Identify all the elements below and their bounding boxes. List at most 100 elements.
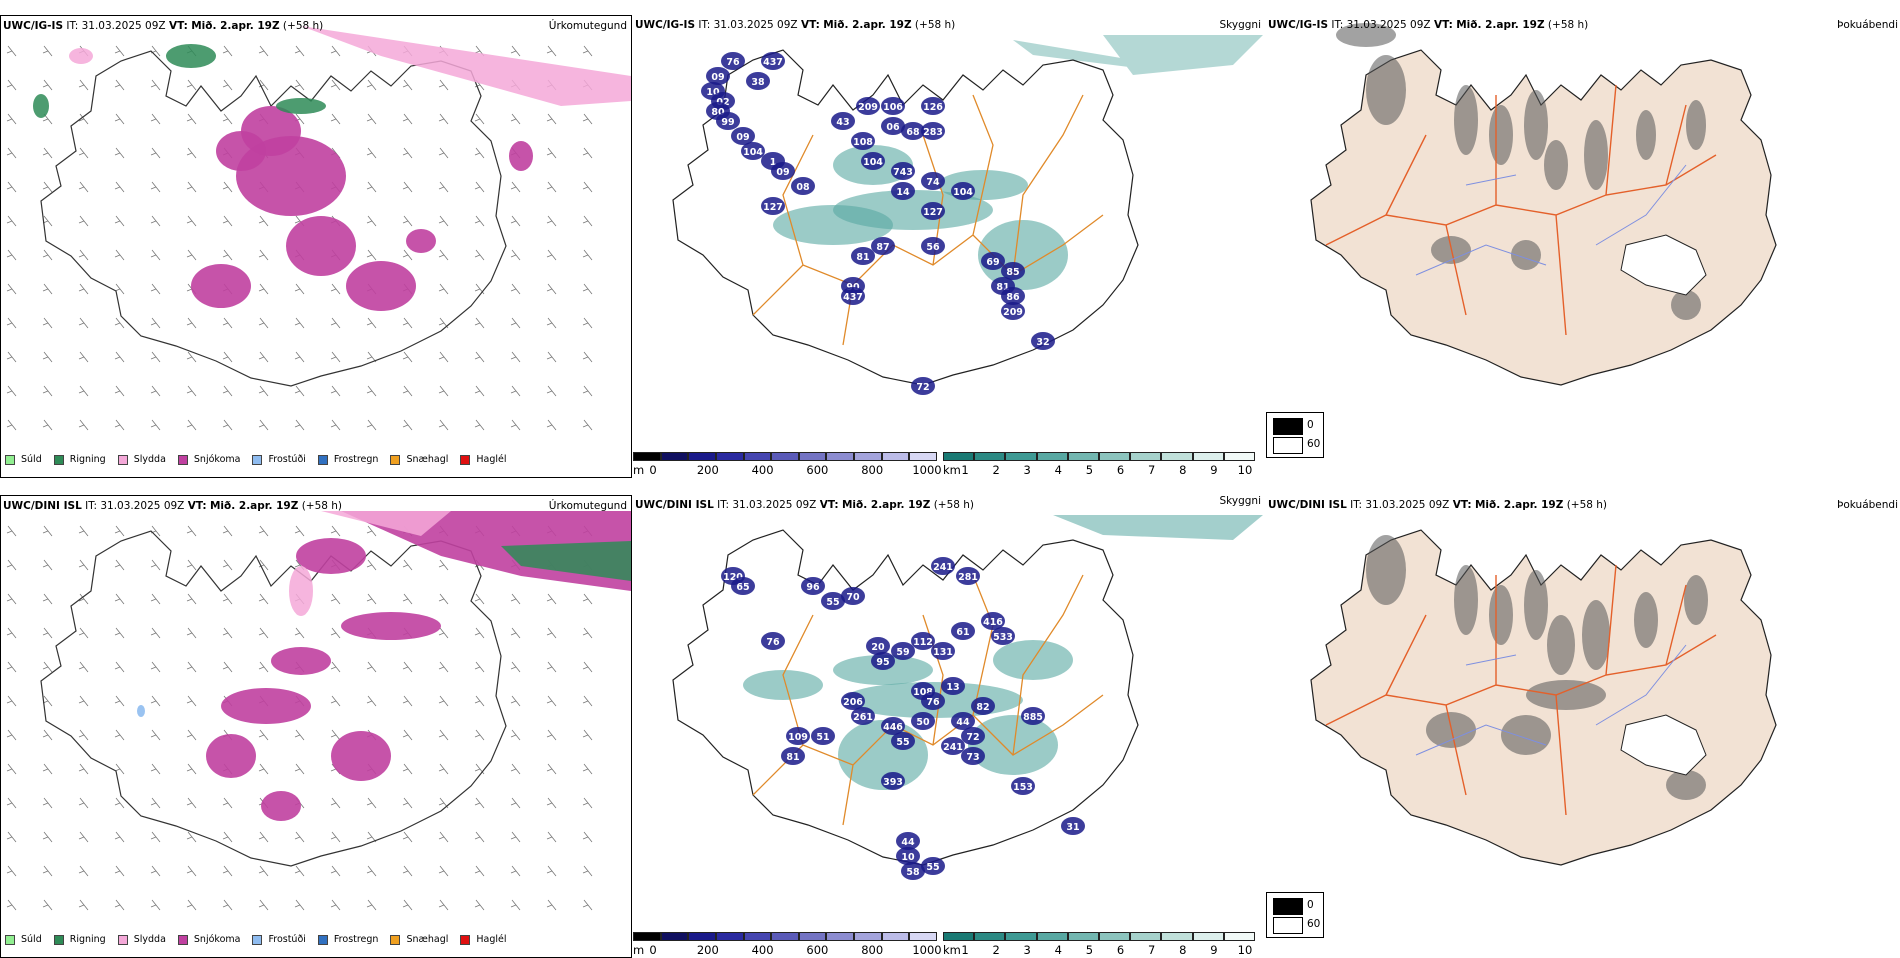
wind-barb xyxy=(6,113,17,125)
wind-barb xyxy=(78,215,89,227)
wind-barb xyxy=(294,899,305,911)
snowfall-area xyxy=(341,612,441,640)
wind-barb xyxy=(294,525,305,537)
wind-barb xyxy=(546,899,557,911)
wind-barb xyxy=(582,385,593,397)
wind-barb xyxy=(150,763,161,775)
wind-barb xyxy=(114,385,125,397)
wind-barb xyxy=(510,249,521,261)
precip-legend: Súld Rigning Slydda Snjókoma Frostúði Frostre… xyxy=(5,454,507,465)
wind-barb xyxy=(438,419,449,431)
wind-barb xyxy=(186,729,197,741)
height-colorbar: m 0 200 400 600 800 1000 xyxy=(633,932,942,958)
wind-barb xyxy=(366,147,377,159)
fog-index-area xyxy=(1582,600,1610,670)
ceiling-label: 69 xyxy=(986,257,999,268)
wind-barb xyxy=(186,317,197,329)
ceiling-label: 56 xyxy=(926,242,940,253)
ceiling-cell xyxy=(1031,332,1055,350)
wind-barb xyxy=(114,627,125,639)
fog-index-area xyxy=(1547,615,1575,675)
road-network xyxy=(1325,84,1717,336)
height-color-step xyxy=(826,932,855,941)
tick-label: 4 xyxy=(1054,463,1062,477)
fog-index-area xyxy=(1671,290,1701,320)
ceiling-label: 14 xyxy=(896,187,910,198)
ceiling-cell xyxy=(801,577,825,595)
wind-barb xyxy=(510,661,521,673)
wind-barb xyxy=(6,215,17,227)
legend-label: Súld xyxy=(21,934,42,945)
wind-barb xyxy=(222,899,233,911)
wind-barb xyxy=(78,661,89,673)
wind-barb xyxy=(258,249,269,261)
wind-barb xyxy=(402,729,413,741)
snowfall-area xyxy=(271,647,331,675)
height-colorbar: m 0 200 400 600 800 1000 xyxy=(633,452,942,478)
legend-label: Rigning xyxy=(69,934,106,945)
wind-barb xyxy=(438,763,449,775)
wind-barb xyxy=(438,695,449,707)
snowfall-area xyxy=(296,538,366,574)
precip-type-map-row2: UWC/DINI ISL IT: 31.03.2025 09Z VT: Mið.… xyxy=(0,495,632,958)
legend-item-3: Snjókoma xyxy=(177,454,240,465)
wind-barb xyxy=(330,283,341,295)
visibility-color-step xyxy=(1036,932,1068,941)
ceiling-label: 02 xyxy=(716,97,729,108)
wind-barb xyxy=(6,385,17,397)
wind-barb xyxy=(474,385,485,397)
ceiling-cell xyxy=(781,747,805,765)
rain-band xyxy=(501,541,631,581)
wind-barb xyxy=(150,865,161,877)
snowfall-area xyxy=(261,791,301,821)
wind-barb xyxy=(474,763,485,775)
wind-barb xyxy=(114,181,125,193)
ceiling-label: 20 xyxy=(871,642,885,653)
wind-barb xyxy=(546,627,557,639)
wind-barb xyxy=(366,899,377,911)
wind-barb xyxy=(42,831,53,843)
wind-barb xyxy=(114,147,125,159)
wind-barb xyxy=(186,865,197,877)
wind-barb xyxy=(438,729,449,741)
ceiling-cell xyxy=(911,377,935,395)
wind-barb xyxy=(546,113,557,125)
height-ticks: 0 200 400 600 800 1000 xyxy=(633,463,941,477)
wind-barb xyxy=(258,865,269,877)
wind-barb xyxy=(186,593,197,605)
fog-index-area xyxy=(1666,770,1706,800)
wind-barb xyxy=(438,79,449,91)
low-visibility-band xyxy=(1013,35,1263,75)
wind-barb xyxy=(114,317,125,329)
tick-label: 10 xyxy=(1237,943,1253,957)
ceiling-label: 32 xyxy=(1036,337,1049,348)
wind-barb xyxy=(42,419,53,431)
fog-index-area xyxy=(1454,565,1478,635)
wind-barb xyxy=(438,113,449,125)
wind-barb xyxy=(510,317,521,329)
visibility-color-step xyxy=(1161,932,1193,941)
wind-barb xyxy=(294,419,305,431)
wind-barb xyxy=(222,419,233,431)
wind-barb xyxy=(294,385,305,397)
ceiling-label: 76 xyxy=(766,637,780,648)
wind-barb xyxy=(546,865,557,877)
wind-barb xyxy=(582,181,593,193)
wind-barb xyxy=(78,283,89,295)
wind-barb xyxy=(258,45,269,57)
wind-barb xyxy=(510,695,521,707)
ceiling-label: 50 xyxy=(916,717,930,728)
ceiling-label: 104 xyxy=(953,187,973,198)
wind-barb xyxy=(582,763,593,775)
wind-barb xyxy=(546,181,557,193)
wind-barb xyxy=(366,385,377,397)
ceiling-cell xyxy=(921,122,945,140)
height-color-step xyxy=(909,452,937,461)
wind-barb xyxy=(366,797,377,809)
legend-swatch xyxy=(390,454,401,465)
wind-barb xyxy=(294,79,305,91)
ceiling-cell xyxy=(771,162,795,180)
sleet-area xyxy=(69,48,93,64)
wind-barb xyxy=(546,593,557,605)
wind-barb xyxy=(42,763,53,775)
